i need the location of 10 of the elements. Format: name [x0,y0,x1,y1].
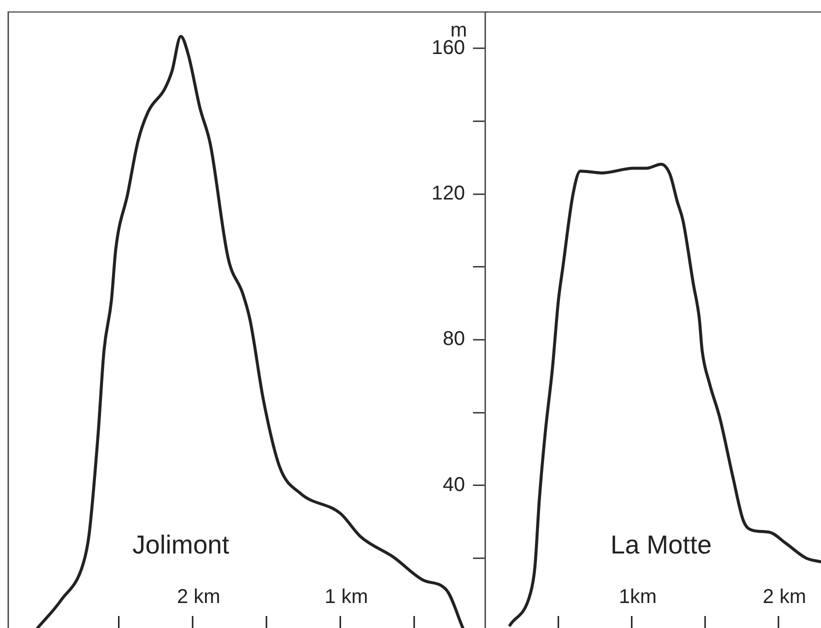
y-tick-label: 80 [442,328,465,350]
x-tick-label: 1 km [324,586,368,608]
x-tick-label: 1km [618,586,657,608]
series-label: La Motte [610,530,712,560]
x-tick-label: 2 km [762,586,806,608]
y-tick-label: 40 [442,474,465,496]
series-label: Jolimont [132,530,230,560]
y-tick-label: 120 [432,182,465,205]
x-tick-label: 2 km [176,586,220,608]
line-series [508,162,821,627]
